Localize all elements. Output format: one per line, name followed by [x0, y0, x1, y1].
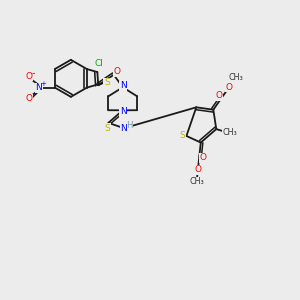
Text: Cl: Cl: [94, 59, 103, 68]
Text: S: S: [104, 124, 110, 133]
Text: N: N: [121, 124, 127, 133]
Text: O: O: [194, 165, 201, 174]
Text: O: O: [114, 67, 121, 76]
Text: CH₃: CH₃: [222, 128, 237, 137]
Text: +: +: [40, 81, 46, 87]
Text: H: H: [126, 121, 132, 130]
Text: CH₃: CH₃: [189, 177, 204, 186]
Text: O: O: [226, 83, 232, 92]
Text: CH₃: CH₃: [229, 73, 243, 82]
Text: S: S: [179, 131, 185, 140]
Text: O: O: [215, 91, 222, 100]
Text: N: N: [120, 107, 127, 116]
Text: N: N: [35, 83, 42, 92]
Text: O: O: [200, 153, 206, 162]
Text: -: -: [32, 68, 35, 78]
Text: O: O: [26, 94, 32, 103]
Text: O: O: [26, 72, 32, 81]
Text: S: S: [104, 78, 110, 87]
Text: N: N: [120, 81, 127, 90]
